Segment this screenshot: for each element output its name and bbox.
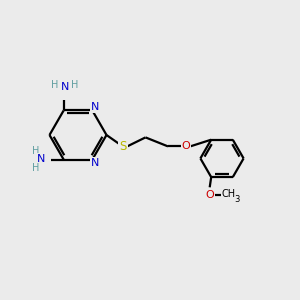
- Text: 3: 3: [234, 195, 239, 204]
- Text: CH: CH: [221, 189, 236, 199]
- Text: N: N: [37, 154, 45, 164]
- Text: S: S: [119, 140, 127, 153]
- Text: N: N: [61, 82, 69, 92]
- Text: H: H: [71, 80, 79, 89]
- Text: N: N: [91, 158, 99, 168]
- Text: H: H: [32, 146, 39, 156]
- Text: O: O: [182, 141, 190, 152]
- Text: H: H: [51, 80, 59, 89]
- Text: N: N: [91, 102, 99, 112]
- Text: O: O: [205, 190, 214, 200]
- Text: H: H: [32, 163, 39, 173]
